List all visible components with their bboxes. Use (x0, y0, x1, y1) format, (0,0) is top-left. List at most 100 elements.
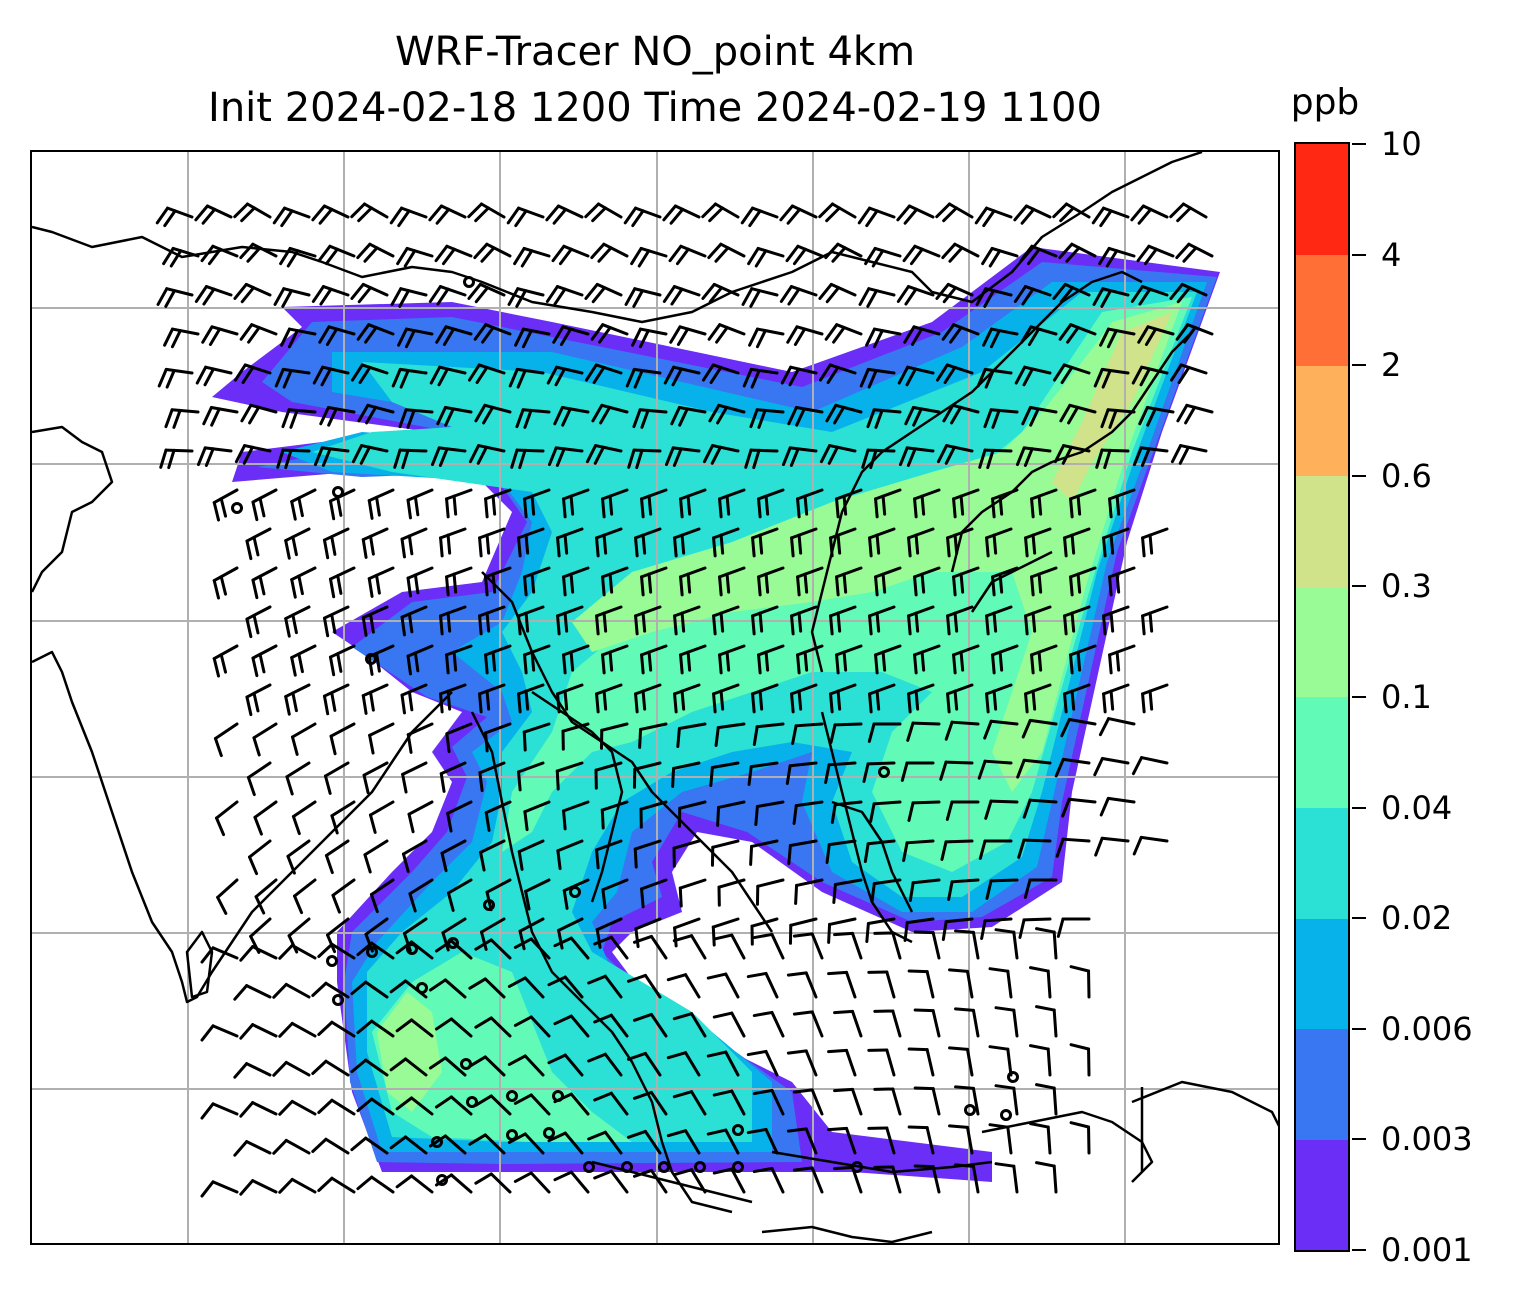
wind-barb (523, 800, 551, 832)
wind-barb (952, 644, 980, 675)
wind-barb (311, 1137, 350, 1155)
wind-barb (913, 1164, 941, 1194)
wind-barb (445, 644, 473, 675)
plume-band-01b (377, 992, 442, 1112)
wind-barb (1170, 444, 1208, 465)
wind-barb (873, 1087, 902, 1116)
colorbar-tick-label: 0.3 (1381, 567, 1432, 606)
wind-barb (1024, 527, 1052, 558)
wind-barb (718, 566, 746, 597)
wind-barb (593, 1013, 629, 1038)
wind-barb (1069, 644, 1097, 675)
wind-barb (672, 934, 707, 960)
wind-barb (252, 722, 278, 757)
wind-barb (792, 800, 824, 825)
wind-barb (367, 566, 395, 598)
wind-barb (280, 327, 317, 349)
wind-barb (356, 1019, 395, 1038)
wind-barb (1052, 363, 1091, 385)
wind-barb (594, 761, 623, 790)
wind-barb (991, 566, 1019, 597)
wind-barb (741, 287, 779, 308)
wind-barb (1013, 204, 1052, 225)
wind-barb (678, 878, 707, 908)
wind-barb (863, 839, 896, 863)
wind-barb (898, 446, 935, 467)
wind-barb (974, 206, 1013, 228)
wind-barb (1016, 758, 1052, 779)
colorbar-tick-label: 10 (1381, 125, 1422, 163)
colorbar-unit-label: ppb (1290, 82, 1360, 123)
wind-barb (601, 488, 629, 519)
wind-barb (868, 605, 896, 636)
wind-barb (278, 1177, 317, 1194)
wind-barb (547, 1053, 584, 1077)
wind-barb (718, 488, 746, 519)
wind-barb (757, 566, 785, 597)
wind-barb (1069, 1043, 1091, 1077)
wind-barb (954, 1163, 980, 1194)
wind-barb (561, 722, 590, 751)
wind-barb (864, 246, 902, 268)
wind-barb (468, 1133, 506, 1155)
wind-barb (750, 917, 779, 946)
wind-barb (1024, 605, 1052, 636)
wind-barb (747, 761, 779, 786)
wind-barb (474, 1016, 512, 1038)
colorbar-tick-label: 0.04 (1381, 788, 1453, 827)
wind-barb (435, 325, 473, 346)
wind-barb (245, 527, 272, 561)
wind-barb (233, 984, 272, 1001)
wind-barb (861, 448, 896, 470)
wind-barb (1130, 285, 1169, 306)
wind-barb (522, 722, 551, 752)
wind-barb (508, 367, 545, 389)
wind-barb (626, 1129, 662, 1155)
wind-barb (748, 327, 785, 349)
wind-barb (672, 839, 701, 868)
wind-barb (792, 1010, 824, 1038)
wind-barb (862, 761, 896, 783)
wind-barb (323, 761, 350, 795)
wind-barb (585, 444, 623, 465)
wind-barb (1141, 527, 1169, 558)
wind-barb (361, 683, 389, 715)
wind-barb (215, 800, 239, 837)
wind-barb (825, 403, 863, 425)
wind-barb (1054, 757, 1091, 778)
colorbar-tick (1352, 917, 1366, 920)
wind-barb (1056, 917, 1091, 938)
wind-barb (368, 722, 395, 755)
colorbar-segment (1296, 918, 1348, 1030)
wind-barb (322, 527, 350, 560)
wind-barb (248, 839, 272, 876)
wind-barb (827, 1126, 857, 1155)
wind-barb (981, 246, 1019, 268)
wind-barb (599, 722, 629, 750)
wind-barb (796, 644, 824, 675)
wind-barb (562, 566, 590, 597)
wind-barb (430, 446, 467, 467)
wind-barb (233, 1140, 272, 1157)
wind-barb (155, 206, 194, 228)
wind-barb (900, 761, 935, 782)
wind-barb (865, 917, 896, 943)
wind-barb (517, 839, 545, 871)
wind-barb (1029, 966, 1052, 999)
wind-barb (272, 206, 311, 228)
wind-barb (978, 839, 1013, 860)
wind-barb (640, 644, 668, 675)
wind-barb (706, 972, 740, 999)
wind-barb (517, 605, 545, 636)
wind-barb (942, 403, 980, 425)
wind-barb (507, 1054, 545, 1077)
wind-barb (976, 367, 1013, 389)
wind-barb (1108, 566, 1136, 597)
wind-barb (677, 800, 707, 828)
wind-barb (946, 605, 974, 636)
wind-barb (1069, 965, 1091, 999)
wind-barb (752, 932, 785, 960)
wind-barb (517, 527, 545, 558)
wind-barb (662, 285, 701, 306)
wind-barb (711, 917, 740, 947)
